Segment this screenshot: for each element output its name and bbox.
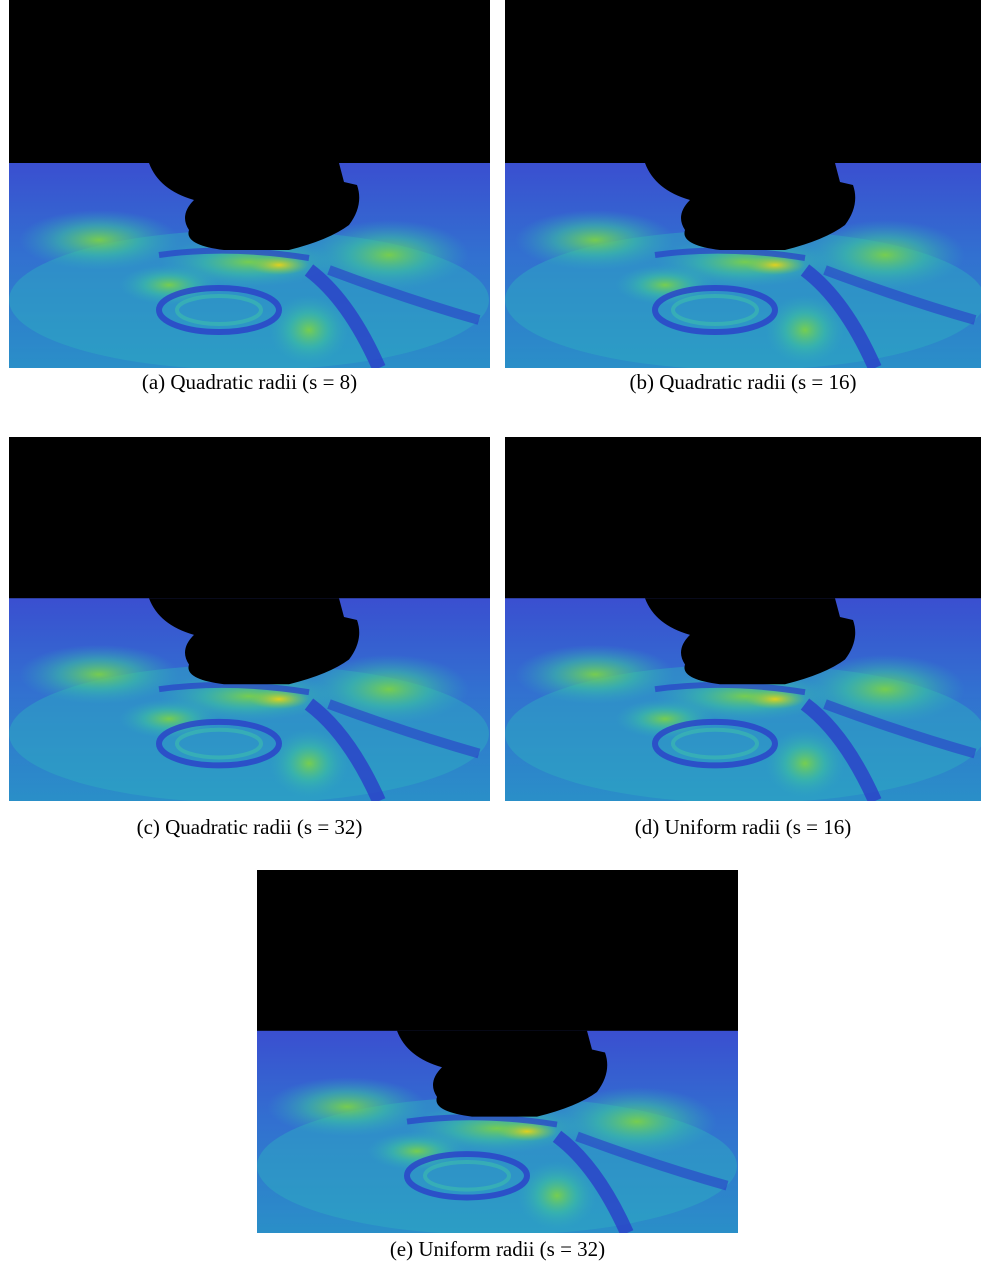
figure-image <box>505 437 981 801</box>
caption: (a) Quadratic radii (s = 8) <box>9 370 490 395</box>
caption: (d) Uniform radii (s = 16) <box>505 815 981 840</box>
figure-image <box>9 0 490 368</box>
figure-image <box>505 0 981 368</box>
page: {"figures": [ {"caption": "(a) Quadratic… <box>0 0 981 1271</box>
caption: (c) Quadratic radii (s = 32) <box>9 815 490 840</box>
figure-image <box>257 870 738 1233</box>
caption: (e) Uniform radii (s = 32) <box>257 1237 738 1262</box>
figure-image <box>9 437 490 801</box>
caption: (b) Quadratic radii (s = 16) <box>505 370 981 395</box>
